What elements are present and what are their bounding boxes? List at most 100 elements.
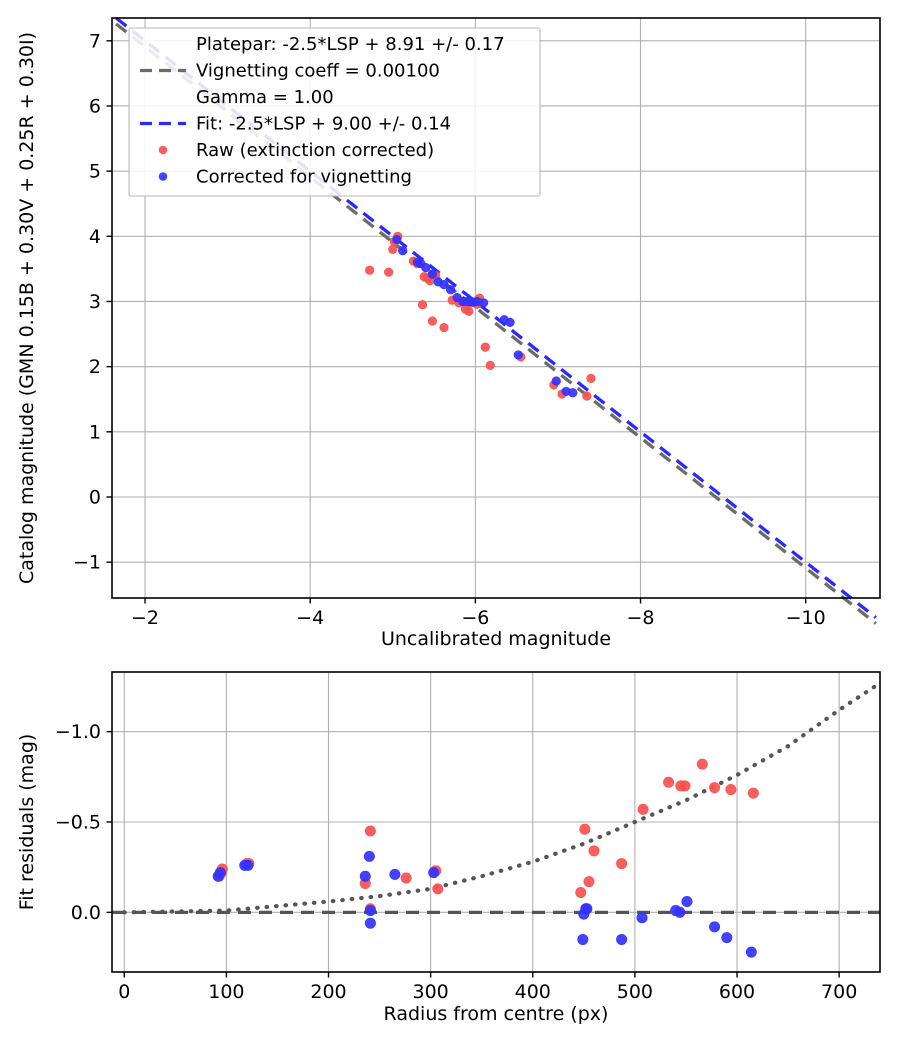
data-point [696,758,708,770]
data-point [747,787,759,799]
data-point [364,917,376,929]
data-point [513,350,523,360]
data-point [577,933,589,945]
bottom-tick-labels: 0 100 200 300 400 500 600 700 0.0 −0.5 −1.0 [55,721,857,1003]
xtick-label: 200 [310,981,346,1003]
data-point [432,883,444,895]
data-point [568,388,578,398]
data-point [637,803,649,815]
xtick-label: 400 [515,981,551,1003]
data-point [479,298,489,308]
bottom-yaxis-label: Fit residuals (mag) [16,734,38,911]
data-point [428,867,440,879]
top-fit-lines [115,16,877,625]
bottom-tick-marks [106,730,840,978]
data-point [439,322,449,333]
top-yaxis-label: Catalog magnitude (GMN 0.15B + 0.30V + 0… [16,32,38,584]
data-point [725,783,737,795]
data-point [398,246,408,256]
ytick-label: −0.5 [55,812,101,834]
data-point [427,316,438,326]
ytick-label: −1.0 [55,721,101,743]
bottom-model-lines [112,684,880,915]
data-point [745,946,757,958]
top-data-points [365,231,596,401]
data-point [439,279,449,290]
fit-line [115,16,877,619]
xtick-label: 0 [118,981,130,1003]
ytick-label: 3 [89,291,101,313]
data-point [392,234,402,245]
data-point [364,825,376,837]
data-point [579,823,591,835]
data-point [583,876,595,888]
series-corrected [212,850,757,958]
legend-entry-label: Gamma = 1.00 [196,87,334,108]
data-point [421,263,431,273]
data-point [359,870,371,882]
legend-marker-sample [158,145,168,155]
legend-entry-label: Fit: -2.5*LSP + 9.00 +/- 0.14 [196,114,451,135]
data-point [586,373,596,383]
fit-line [122,684,877,915]
xtick-label: −2 [131,607,159,629]
ytick-label: 0.0 [71,902,101,924]
data-point [551,376,561,386]
data-point [480,342,490,352]
data-point [388,244,398,254]
data-point [636,912,648,924]
legend-entry-label: Corrected for vignetting [196,167,412,188]
ytick-label: −1 [73,552,101,574]
bottom-data-points [212,758,759,958]
data-point [400,872,412,884]
data-point [417,300,428,310]
top-xaxis-label: Uncalibrated magnitude [381,628,611,650]
data-point [681,896,693,908]
xtick-label: −4 [296,607,324,629]
data-point [575,886,587,898]
data-point [505,317,515,327]
data-point [588,845,600,857]
ytick-label: 2 [89,356,101,378]
legend-entry-label: Vignetting coeff = 0.00100 [196,61,440,82]
data-point [485,360,495,370]
xtick-label: −6 [461,607,489,629]
ytick-label: 0 [89,486,101,508]
xtick-label: −8 [627,607,655,629]
legend-entry-label: Raw (extinction corrected) [196,140,434,161]
ytick-label: 4 [89,226,101,248]
data-point [616,858,628,870]
data-point [464,306,474,316]
data-point [581,903,593,915]
data-point [721,932,733,944]
axes-fit-residuals: 0 100 200 300 400 500 600 700 0.0 −0.5 −1.0 Radius… [16,671,881,1025]
xtick-label: 300 [413,981,449,1003]
ytick-label: 6 [89,95,101,117]
legend-entry-label: Platepar: -2.5*LSP + 8.91 +/- 0.17 [196,34,505,55]
series-corrected [392,234,578,398]
bottom-xaxis-label: Radius from centre (px) [384,1003,609,1025]
data-point [582,391,592,401]
data-point [363,850,375,862]
data-point [364,905,376,917]
ytick-label: 5 [89,161,101,183]
legend-entries: Platepar: -2.5*LSP + 8.91 +/- 0.17 Vignet… [140,34,505,188]
data-point [242,859,254,871]
data-point [674,906,686,918]
legend-marker-sample [158,172,168,181]
legend: Platepar: -2.5*LSP + 8.91 +/- 0.17 Vignet… [128,27,541,197]
ytick-label: 7 [89,30,101,52]
xtick-label: 100 [208,981,244,1003]
xtick-label: 700 [821,981,857,1003]
ytick-label: 1 [89,421,101,443]
data-point [214,867,226,879]
fit-line [115,22,877,625]
data-point [709,921,721,933]
data-point [616,933,628,945]
data-point [709,782,721,794]
data-point [384,267,394,277]
